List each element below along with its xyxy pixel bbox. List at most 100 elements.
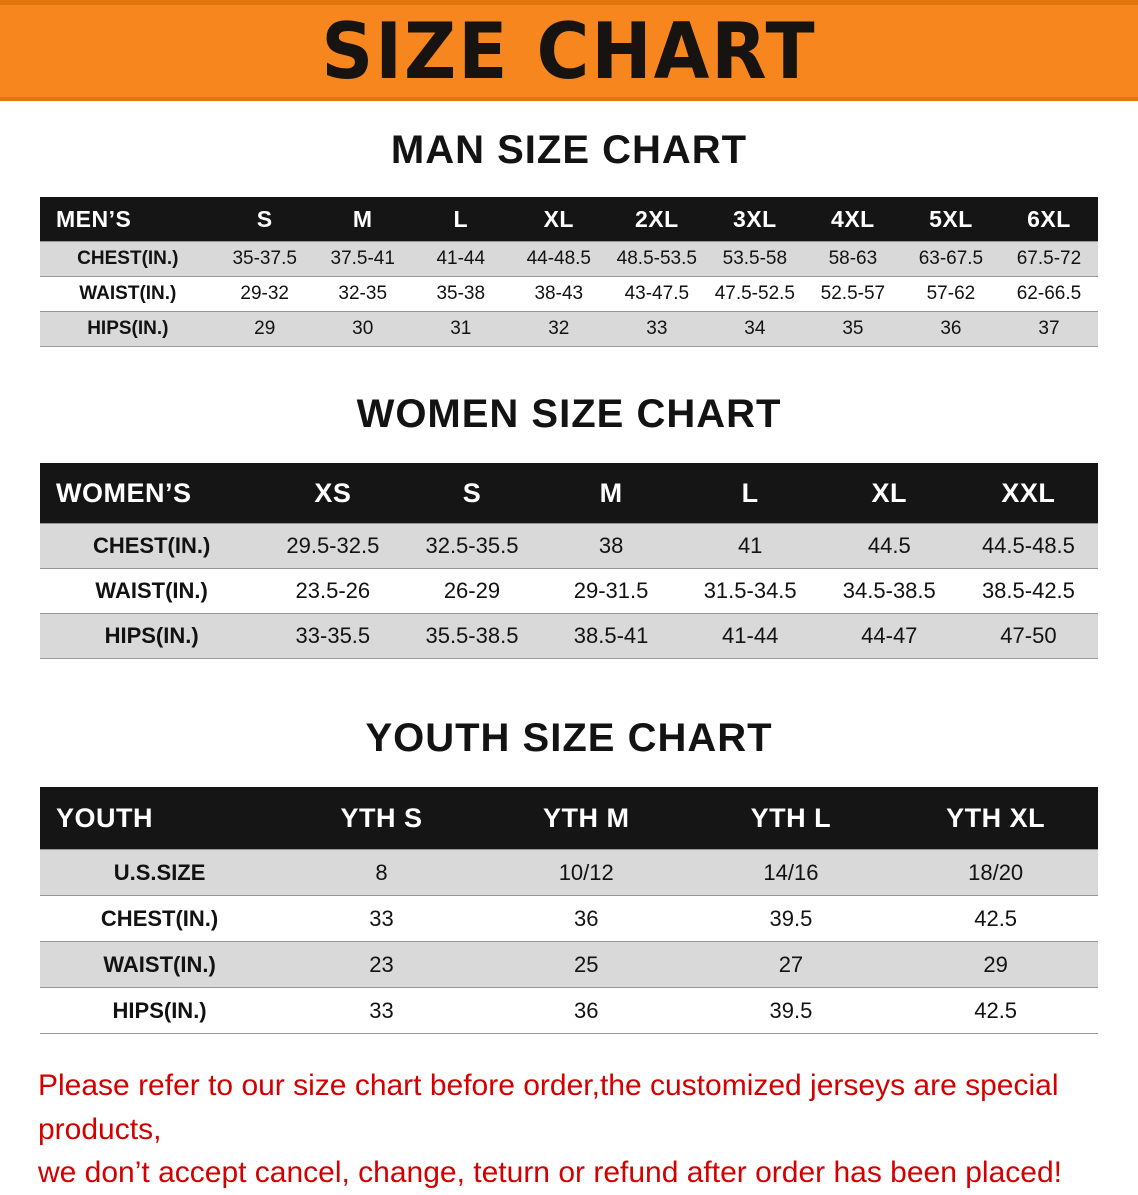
- size-value-cell: 23.5-26: [263, 568, 403, 614]
- table-row: HIPS(IN.) 29 30 31 32 33 34 35 36 37: [40, 311, 1098, 347]
- size-value-cell: 38-43: [509, 276, 608, 312]
- size-value-cell: 39.5: [688, 895, 894, 942]
- table-row: HIPS(IN.) 33 36 39.5 42.5: [40, 987, 1098, 1034]
- size-column-header: 5XL: [901, 197, 1000, 242]
- size-value-cell: 44.5-48.5: [958, 523, 1098, 569]
- table-corner-label: WOMEN’S: [40, 463, 264, 524]
- row-label: CHEST(IN.): [40, 241, 216, 277]
- table-row: WAIST(IN.) 23 25 27 29: [40, 941, 1098, 988]
- size-value-cell: 29.5-32.5: [263, 523, 403, 569]
- table-row: CHEST(IN.) 29.5-32.5 32.5-35.5 38 41 44.5 44.5…: [40, 523, 1098, 569]
- size-column-header: S: [402, 463, 542, 524]
- women-size-table: WOMEN’S XS S M L XL XXL CHEST(IN.) 29.5-32.5 32.5…: [40, 463, 1098, 659]
- size-value-cell: 58-63: [803, 241, 902, 277]
- size-column-header: YTH XL: [893, 787, 1098, 850]
- size-value-cell: 53.5-58: [705, 241, 804, 277]
- size-column-header: XL: [819, 463, 959, 524]
- size-value-cell: 32-35: [313, 276, 412, 312]
- size-value-cell: 26-29: [402, 568, 542, 614]
- table-row: WAIST(IN.) 29-32 32-35 35-38 38-43 43-47.5 47.…: [40, 276, 1098, 312]
- table-header-row: YOUTH YTH S YTH M YTH L YTH XL: [40, 787, 1098, 850]
- size-value-cell: 29-31.5: [541, 568, 681, 614]
- size-column-header: YTH S: [279, 787, 484, 850]
- size-column-header: L: [680, 463, 820, 524]
- size-value-cell: 57-62: [901, 276, 1000, 312]
- size-value-cell: 29-32: [215, 276, 314, 312]
- size-value-cell: 36: [483, 895, 689, 942]
- size-value-cell: 52.5-57: [803, 276, 902, 312]
- size-column-header: XL: [509, 197, 608, 242]
- size-value-cell: 32: [509, 311, 608, 347]
- youth-size-table: YOUTH YTH S YTH M YTH L YTH XL U.S.SIZE 8 10/12…: [40, 787, 1098, 1034]
- row-label: WAIST(IN.): [40, 276, 216, 312]
- size-value-cell: 35.5-38.5: [402, 613, 542, 659]
- row-label: CHEST(IN.): [40, 523, 264, 569]
- size-value-cell: 36: [901, 311, 1000, 347]
- size-value-cell: 42.5: [893, 987, 1098, 1034]
- size-value-cell: 38: [541, 523, 681, 569]
- size-column-header: XXL: [958, 463, 1098, 524]
- row-label: U.S.SIZE: [40, 849, 280, 896]
- table-corner-label: YOUTH: [40, 787, 280, 850]
- size-column-header: L: [411, 197, 510, 242]
- size-value-cell: 10/12: [483, 849, 689, 896]
- size-value-cell: 32.5-35.5: [402, 523, 542, 569]
- size-column-header: 6XL: [999, 197, 1098, 242]
- size-value-cell: 47.5-52.5: [705, 276, 804, 312]
- size-column-header: 2XL: [607, 197, 706, 242]
- size-value-cell: 29: [893, 941, 1098, 988]
- size-value-cell: 31: [411, 311, 510, 347]
- size-value-cell: 48.5-53.5: [607, 241, 706, 277]
- men-size-table: MEN’S S M L XL 2XL 3XL 4XL 5XL 6XL CHEST(IN.) 35-37…: [40, 197, 1098, 347]
- size-value-cell: 43-47.5: [607, 276, 706, 312]
- size-value-cell: 34: [705, 311, 804, 347]
- size-value-cell: 42.5: [893, 895, 1098, 942]
- page-title: SIZE CHART: [321, 5, 817, 96]
- youth-size-chart-heading: YOUTH SIZE CHART: [365, 716, 773, 760]
- size-value-cell: 33-35.5: [263, 613, 403, 659]
- size-value-cell: 33: [279, 895, 484, 942]
- row-label: HIPS(IN.): [40, 613, 264, 659]
- size-value-cell: 27: [688, 941, 894, 988]
- size-value-cell: 36: [483, 987, 689, 1034]
- size-value-cell: 14/16: [688, 849, 894, 896]
- size-column-header: M: [541, 463, 681, 524]
- order-policy-line-1: Please refer to our size chart before or…: [38, 1069, 1059, 1146]
- women-size-chart-heading: WOMEN SIZE CHART: [356, 392, 782, 436]
- size-value-cell: 29: [215, 311, 314, 347]
- size-value-cell: 67.5-72: [999, 241, 1098, 277]
- row-label: HIPS(IN.): [40, 987, 280, 1034]
- size-value-cell: 30: [313, 311, 412, 347]
- man-size-chart-heading: MAN SIZE CHART: [390, 128, 748, 172]
- row-label: WAIST(IN.): [40, 941, 280, 988]
- size-value-cell: 31.5-34.5: [680, 568, 820, 614]
- size-column-header: YTH M: [483, 787, 689, 850]
- size-value-cell: 47-50: [958, 613, 1098, 659]
- size-value-cell: 41-44: [411, 241, 510, 277]
- size-value-cell: 41: [680, 523, 820, 569]
- size-value-cell: 35: [803, 311, 902, 347]
- size-column-header: M: [313, 197, 412, 242]
- table-header-row: WOMEN’S XS S M L XL XXL: [40, 463, 1098, 524]
- size-value-cell: 37.5-41: [313, 241, 412, 277]
- size-value-cell: 37: [999, 311, 1098, 347]
- row-label: CHEST(IN.): [40, 895, 280, 942]
- size-column-header: 4XL: [803, 197, 902, 242]
- table-row: WAIST(IN.) 23.5-26 26-29 29-31.5 31.5-34.5 34…: [40, 568, 1098, 614]
- size-column-header: YTH L: [688, 787, 894, 850]
- size-value-cell: 8: [279, 849, 484, 896]
- size-column-header: XS: [263, 463, 403, 524]
- size-chart-banner: SIZE CHART: [0, 0, 1138, 101]
- table-corner-label: MEN’S: [40, 197, 216, 242]
- size-column-header: S: [215, 197, 314, 242]
- size-value-cell: 23: [279, 941, 484, 988]
- size-value-cell: 63-67.5: [901, 241, 1000, 277]
- table-row: CHEST(IN.) 33 36 39.5 42.5: [40, 895, 1098, 942]
- size-column-header: 3XL: [705, 197, 804, 242]
- size-value-cell: 44-47: [819, 613, 959, 659]
- order-policy-line-2: we don’t accept cancel, change, teturn o…: [38, 1156, 1062, 1189]
- size-value-cell: 35-38: [411, 276, 510, 312]
- size-value-cell: 38.5-42.5: [958, 568, 1098, 614]
- table-row: HIPS(IN.) 33-35.5 35.5-38.5 38.5-41 41-44 44-…: [40, 613, 1098, 659]
- table-row: CHEST(IN.) 35-37.5 37.5-41 41-44 44-48.5 48.5…: [40, 241, 1098, 277]
